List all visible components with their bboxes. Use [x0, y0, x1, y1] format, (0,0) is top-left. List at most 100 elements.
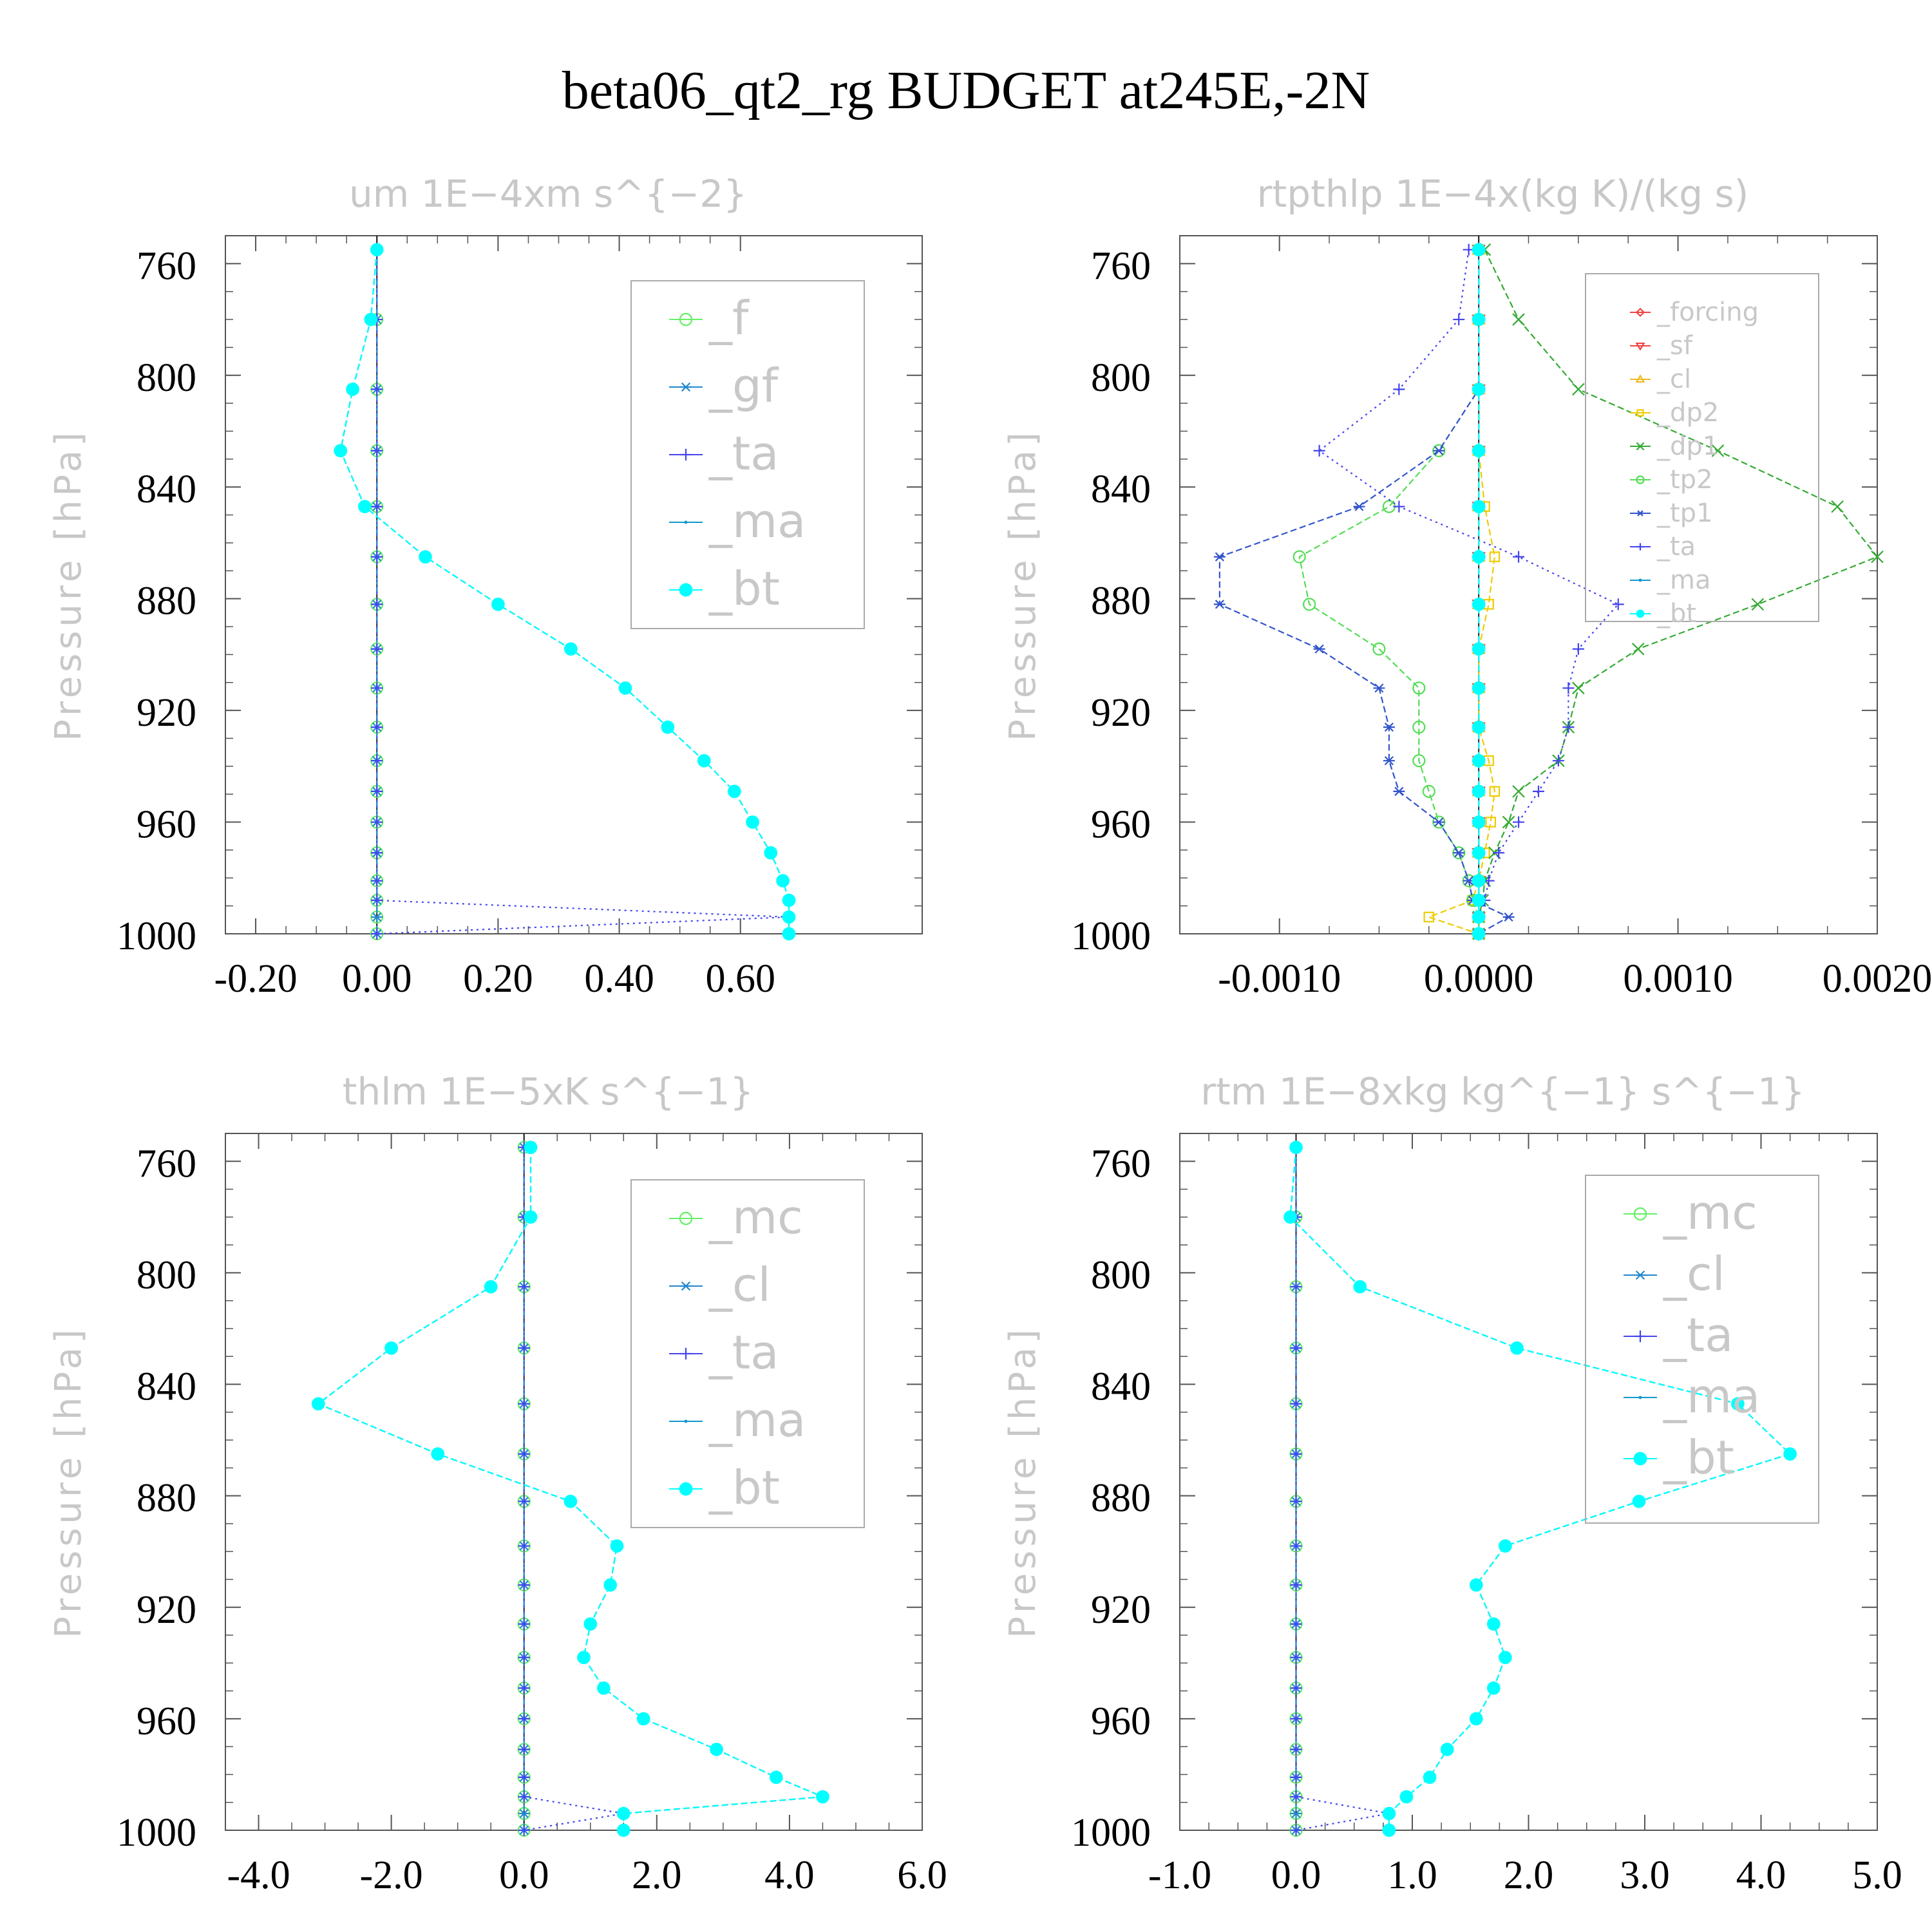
x-tick-label: -0.20 [214, 957, 297, 1001]
data-point [518, 1448, 530, 1460]
data-point [1502, 815, 1515, 829]
data-point [1472, 550, 1486, 564]
legend-label: _ta [1663, 1308, 1733, 1362]
data-point [371, 383, 383, 395]
legend-box [630, 280, 865, 629]
y-tick-label: 800 [1091, 356, 1151, 400]
data-point [524, 1210, 538, 1224]
data-point [1472, 753, 1486, 768]
y-axis-label: Pressure [hPa] [48, 1325, 90, 1638]
series-ta [1290, 1141, 1395, 1836]
data-point [1472, 312, 1486, 327]
data-point [697, 753, 711, 768]
data-point [1831, 500, 1844, 513]
legend-label: _ma [1663, 1369, 1760, 1423]
data-point [1499, 1651, 1512, 1665]
x-tick-label: -0.0010 [1218, 957, 1341, 1001]
data-point [1532, 785, 1544, 797]
data-point [371, 721, 383, 734]
legend-marker [1634, 1270, 1647, 1280]
data-point [1513, 551, 1525, 563]
data-point [371, 894, 383, 906]
legend-label: _dp2 [1656, 398, 1719, 428]
legend-label: _bt [1663, 1430, 1734, 1484]
legend-marker [679, 1482, 693, 1496]
legend-label: _cl [1663, 1247, 1725, 1301]
x-tick-label: 0.0020 [1823, 957, 1932, 1001]
data-point [1313, 644, 1325, 654]
data-point [371, 816, 383, 828]
data-point [1303, 598, 1316, 611]
legend-label: _f [708, 291, 750, 345]
data-point [371, 785, 383, 797]
x-tick-label: 0.0000 [1424, 957, 1534, 1001]
plot-frame [225, 1133, 923, 1831]
data-point [1453, 848, 1465, 858]
data-point [1469, 1712, 1483, 1726]
legend-marker [679, 583, 693, 597]
data-point [1499, 1539, 1512, 1553]
y-tick-label: 920 [1091, 691, 1151, 735]
data-point [1472, 243, 1486, 257]
legend-marker [684, 1419, 688, 1423]
legend-marker [679, 1347, 692, 1360]
legend-marker [679, 1211, 693, 1226]
data-point [816, 1790, 829, 1804]
data-point [491, 598, 505, 611]
series-bt [1283, 1141, 1797, 1837]
data-point [1512, 785, 1525, 798]
data-point [1493, 847, 1505, 859]
y-tick-label: 840 [137, 1365, 196, 1409]
data-point [1572, 383, 1585, 396]
data-point [1472, 927, 1486, 941]
legend-marker [1635, 342, 1645, 351]
y-tick-label: 800 [1091, 1253, 1151, 1297]
data-point [746, 815, 759, 829]
data-point [1382, 500, 1396, 513]
legend-label: _ta [708, 1325, 779, 1379]
data-point [1453, 314, 1465, 326]
legend-label: _bt [708, 562, 780, 616]
data-point [782, 893, 796, 907]
data-point [1290, 1495, 1302, 1508]
x-tick-label: -4.0 [227, 1853, 290, 1897]
data-point [1393, 500, 1405, 513]
data-point [371, 912, 383, 922]
data-point [577, 1651, 591, 1665]
legend-marker [679, 312, 693, 327]
legend-marker [1635, 307, 1645, 317]
y-tick-label: 960 [137, 803, 196, 847]
data-point [1353, 1280, 1367, 1294]
page-title: beta06_qt2_rg BUDGET at245E,-2N [562, 61, 1370, 120]
x-tick-label: 0.00 [342, 957, 412, 1001]
series-line [523, 1147, 624, 1832]
data-point [518, 1682, 530, 1694]
legend-label: _tp2 [1656, 465, 1713, 495]
data-point [518, 1651, 530, 1663]
y-tick-label: 800 [137, 1253, 196, 1297]
y-axis-label: Pressure [hPa] [48, 428, 90, 741]
data-point [564, 1494, 578, 1508]
data-point [1412, 754, 1426, 768]
legend-box [1585, 273, 1819, 622]
series-line [1295, 1147, 1390, 1832]
data-point [1290, 1712, 1302, 1725]
data-point [371, 847, 383, 859]
y-tick-label: 1000 [117, 1811, 196, 1855]
data-point [1502, 912, 1515, 922]
plot-frame [225, 235, 923, 934]
data-point [1382, 1806, 1396, 1821]
y-tick-label: 760 [1091, 244, 1151, 288]
data-point [1393, 786, 1405, 796]
legend-marker [1636, 409, 1644, 417]
y-tick-label: 920 [1091, 1588, 1151, 1632]
legend-label: _ta [708, 426, 779, 480]
data-point [1472, 642, 1486, 656]
data-point [1472, 500, 1486, 513]
data-point [776, 874, 790, 887]
legend-label: _bt [708, 1461, 780, 1515]
x-tick-label: 0.60 [705, 957, 775, 1001]
y-tick-label: 760 [1091, 1142, 1151, 1186]
data-point [1290, 1808, 1302, 1819]
legend-marker [1638, 1396, 1642, 1399]
